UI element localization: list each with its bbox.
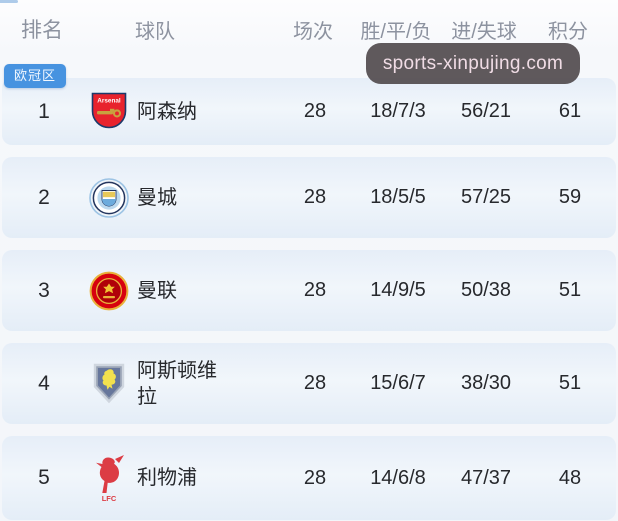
goals-cell: 47/37 — [460, 466, 512, 489]
points-cell: 61 — [558, 100, 582, 122]
team-name: 曼联 — [137, 279, 177, 302]
played-cell: 28 — [303, 279, 327, 301]
svg-text:Arsenal: Arsenal — [97, 97, 121, 104]
goals-cell: 38/30 — [460, 372, 512, 394]
points-cell: 59 — [558, 186, 582, 208]
standings-rows: 1 Arsenal 阿森纳 28 18/7/3 56/21 61 2 曼城 28… — [2, 78, 616, 520]
rank-cell: 1 — [38, 99, 50, 123]
goals-cell: 50/38 — [460, 279, 512, 301]
played-cell: 28 — [303, 186, 327, 208]
wdl-cell: 15/6/7 — [370, 372, 426, 394]
header-team: 球队 — [135, 20, 175, 43]
man-united-logo — [86, 271, 132, 311]
header-points: 积分 — [548, 20, 588, 43]
liverpool-logo: LFC — [86, 454, 132, 502]
team-name: 曼城 — [137, 186, 177, 209]
champions-league-zone-badge: 欧冠区 — [4, 64, 67, 88]
svg-text:LFC: LFC — [102, 494, 117, 502]
rank-cell: 3 — [38, 278, 50, 302]
rank-cell: 5 — [38, 466, 50, 489]
top-left-artifact — [0, 0, 18, 3]
team-name: 阿斯顿维拉 — [137, 359, 217, 408]
points-cell: 48 — [558, 466, 582, 489]
man-city-logo — [86, 177, 132, 218]
points-cell: 51 — [558, 372, 582, 394]
wdl-cell: 14/6/8 — [370, 466, 426, 489]
table-row[interactable]: 5 LFC 利物浦 28 14/6/8 47/37 48 — [2, 436, 616, 520]
watermark-text: sports-xinpujing.com — [382, 52, 564, 74]
points-cell: 51 — [558, 279, 582, 301]
rank-cell: 2 — [38, 185, 50, 209]
team-name: 利物浦 — [137, 467, 197, 489]
wdl-cell: 14/9/5 — [370, 279, 426, 301]
header-played: 场次 — [293, 20, 333, 43]
wdl-cell: 18/5/5 — [370, 186, 426, 208]
played-cell: 28 — [303, 100, 327, 122]
table-header: 排名 球队 场次 胜/平/负 进/失球 积分 — [0, 6, 618, 52]
played-cell: 28 — [303, 466, 327, 489]
aston-villa-logo — [86, 363, 132, 405]
header-goals: 进/失球 — [451, 20, 517, 43]
table-row[interactable]: 2 曼城 28 18/5/5 57/25 59 — [2, 157, 616, 238]
team-name: 阿森纳 — [137, 100, 197, 123]
table-row[interactable]: 3 曼联 28 14/9/5 50/38 51 — [2, 250, 616, 331]
header-rank: 排名 — [21, 19, 63, 42]
goals-cell: 56/21 — [460, 100, 512, 122]
watermark-badge: sports-xinpujing.com — [366, 43, 580, 84]
arsenal-logo: Arsenal — [86, 92, 132, 132]
goals-cell: 57/25 — [460, 186, 512, 208]
played-cell: 28 — [303, 372, 327, 394]
header-wdl: 胜/平/负 — [360, 20, 432, 43]
table-row[interactable]: 1 Arsenal 阿森纳 28 18/7/3 56/21 61 — [2, 78, 616, 145]
table-row[interactable]: 4 阿斯顿维拉 28 15/6/7 38/30 51 — [2, 343, 616, 424]
wdl-cell: 18/7/3 — [370, 100, 426, 122]
rank-cell: 4 — [38, 371, 50, 395]
